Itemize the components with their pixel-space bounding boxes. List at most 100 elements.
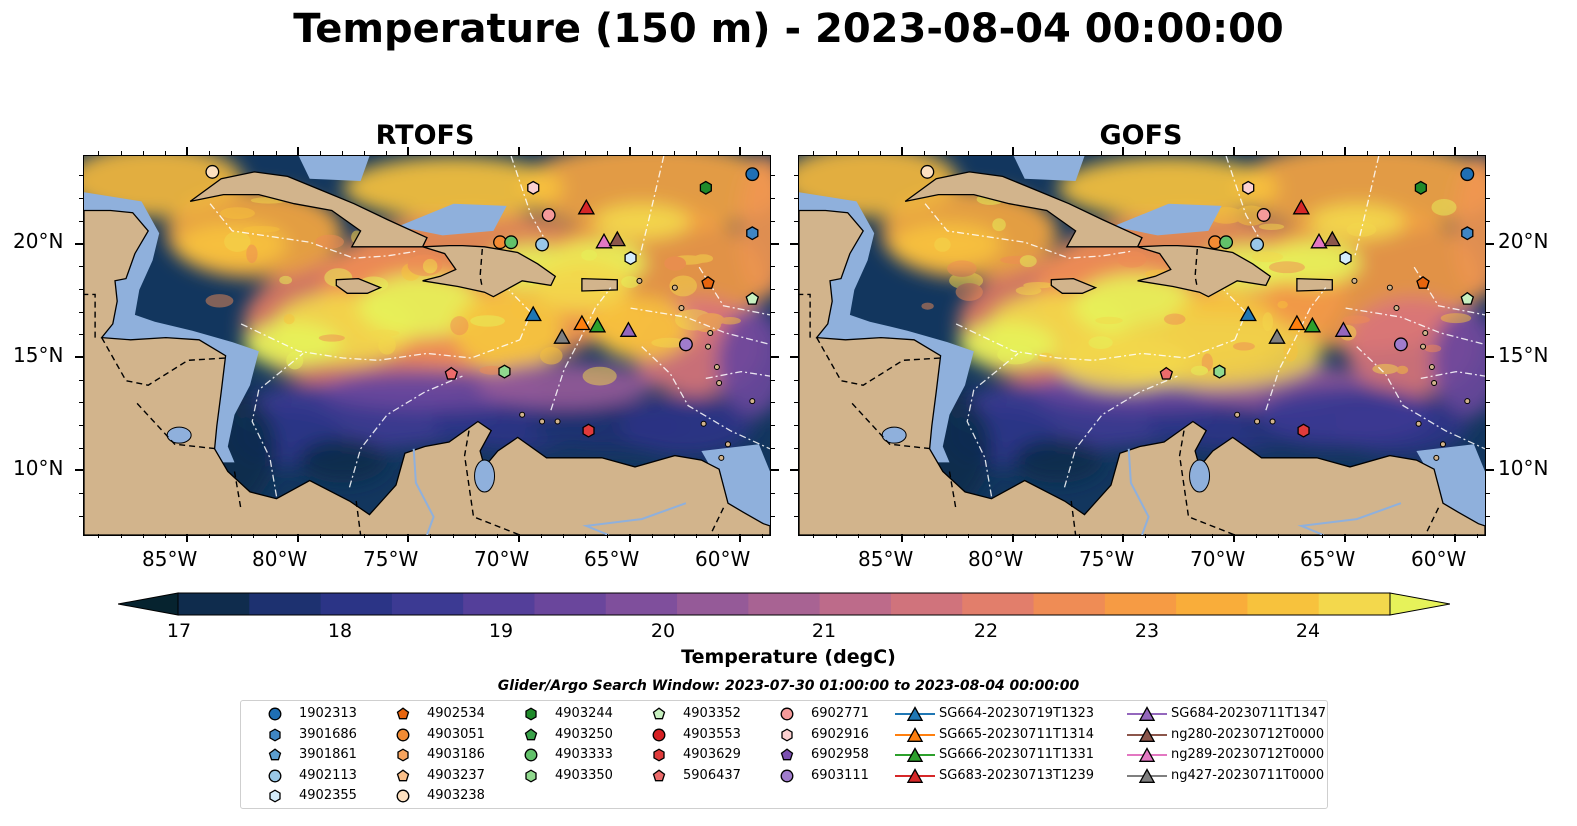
x-minor-tick bbox=[164, 534, 166, 538]
marker-4902355[interactable] bbox=[624, 251, 637, 266]
marker-3901686[interactable] bbox=[1461, 226, 1474, 241]
legend-marker-3901686[interactable] bbox=[269, 727, 281, 742]
marker-4903350[interactable] bbox=[498, 364, 511, 379]
marker-sg665-20230711t1314[interactable] bbox=[1288, 314, 1306, 331]
legend-marker-4902355[interactable] bbox=[269, 789, 281, 803]
legend-marker-4902534[interactable] bbox=[396, 707, 410, 720]
marker-sg664-20230719t1323[interactable] bbox=[524, 305, 542, 322]
x-minor-tick bbox=[673, 534, 675, 538]
marker-ng280-20230712t0000[interactable] bbox=[608, 230, 627, 247]
marker-4903238[interactable] bbox=[205, 164, 220, 179]
legend-marker-4903333[interactable] bbox=[524, 748, 538, 762]
legend-marker-4903352[interactable] bbox=[652, 707, 666, 720]
colorbar-swatch bbox=[249, 593, 322, 615]
x-minor-tick bbox=[474, 534, 476, 538]
marker-4903333[interactable] bbox=[1219, 235, 1234, 250]
marker-ng427-20230711t0000[interactable] bbox=[553, 328, 571, 344]
marker-ng427-20230711t0000[interactable] bbox=[1268, 328, 1286, 344]
legend-label: 4903237 bbox=[427, 767, 485, 783]
marker-4903333[interactable] bbox=[504, 235, 519, 250]
legend-marker-5906437[interactable] bbox=[652, 768, 666, 781]
marker-5906437[interactable] bbox=[444, 366, 459, 380]
marker-ng280-20230712t0000[interactable] bbox=[1323, 230, 1342, 247]
marker-sg683-20230713t1239[interactable] bbox=[577, 198, 596, 215]
legend-marker-4903629[interactable] bbox=[653, 748, 665, 762]
legend-marker-ng289-20230712t0000[interactable] bbox=[1138, 747, 1156, 762]
marker-sg665-20230711t1314[interactable] bbox=[573, 314, 591, 331]
legend-marker-4903238[interactable] bbox=[396, 789, 410, 803]
y-minor-tick bbox=[771, 447, 775, 449]
marker-sg666-20230711t1331[interactable] bbox=[1303, 316, 1322, 333]
marker-1902313[interactable] bbox=[1460, 167, 1475, 182]
marker-4903352[interactable] bbox=[1460, 291, 1475, 305]
legend-marker-ng427-20230711t0000[interactable] bbox=[1138, 767, 1156, 783]
marker-5906437[interactable] bbox=[1159, 366, 1174, 380]
rtofs-map[interactable] bbox=[83, 155, 771, 536]
marker-4902113[interactable] bbox=[535, 237, 550, 252]
legend-marker-sg664-20230719t1323[interactable] bbox=[906, 706, 924, 721]
marker-sg666-20230711t1331[interactable] bbox=[588, 316, 607, 333]
eez-boundary bbox=[508, 289, 532, 341]
ytick-label-15n-left: 15°N bbox=[13, 343, 64, 367]
marker-ng289-20230712t0000[interactable] bbox=[1310, 232, 1328, 249]
legend-marker-6902916[interactable] bbox=[781, 727, 793, 742]
legend-marker-sg666-20230711t1331[interactable] bbox=[906, 747, 924, 762]
marker-4902113[interactable] bbox=[1250, 237, 1265, 252]
marker-4902534[interactable] bbox=[1416, 276, 1430, 289]
legend-marker-6903111[interactable] bbox=[780, 769, 794, 782]
small-island bbox=[724, 441, 731, 448]
legend-marker-4903237[interactable] bbox=[396, 768, 410, 781]
marker-4903244[interactable] bbox=[1414, 180, 1427, 195]
marker-4903244[interactable] bbox=[699, 180, 712, 195]
legend-marker-sg684-20230711t1347[interactable] bbox=[1138, 706, 1156, 721]
x-minor-tick bbox=[835, 534, 837, 538]
legend-marker-6902958[interactable] bbox=[780, 748, 794, 761]
marker-4903238[interactable] bbox=[920, 164, 935, 179]
colorbar-tick-21: 21 bbox=[811, 620, 837, 642]
legend-marker-sg665-20230711t1314[interactable] bbox=[906, 726, 924, 742]
legend-marker-1902313[interactable] bbox=[268, 707, 282, 721]
y-minor-tick bbox=[794, 493, 798, 495]
legend-marker-4903244[interactable] bbox=[525, 707, 537, 721]
gofs-map[interactable] bbox=[798, 155, 1486, 536]
land-puerto-rico bbox=[581, 277, 618, 292]
marker-sg684-20230711t1347[interactable] bbox=[1334, 321, 1353, 337]
marker-6902916[interactable] bbox=[1242, 180, 1255, 195]
legend-marker-4903553[interactable] bbox=[652, 728, 666, 741]
marker-4903352[interactable] bbox=[745, 291, 760, 305]
marker-4903350[interactable] bbox=[1213, 364, 1226, 379]
marker-ng289-20230712t0000[interactable] bbox=[595, 232, 613, 249]
marker-sg683-20230713t1239[interactable] bbox=[1292, 198, 1311, 215]
legend-marker-4903186[interactable] bbox=[397, 748, 409, 762]
marker-4903629[interactable] bbox=[1297, 423, 1310, 438]
legend-marker-6902771[interactable] bbox=[780, 707, 794, 721]
legend-marker-sg683-20230713t1239[interactable] bbox=[906, 767, 924, 783]
x-minor-tick bbox=[718, 151, 720, 155]
bahamas-shelf bbox=[1113, 203, 1222, 236]
y-minor-tick bbox=[79, 334, 83, 336]
legend-marker-3901861[interactable] bbox=[268, 748, 282, 761]
marker-6903111[interactable] bbox=[678, 337, 693, 352]
marker-sg664-20230719t1323[interactable] bbox=[1239, 305, 1257, 322]
marker-6902916[interactable] bbox=[527, 180, 540, 195]
legend-marker-4902113[interactable] bbox=[268, 769, 282, 782]
marker-6903111[interactable] bbox=[1393, 337, 1408, 352]
x-minor-tick bbox=[1322, 534, 1324, 538]
marker-3901686[interactable] bbox=[746, 226, 759, 241]
country-border bbox=[709, 507, 725, 535]
marker-4902355[interactable] bbox=[1339, 251, 1352, 266]
marker-1902313[interactable] bbox=[745, 167, 760, 182]
legend-marker-ng280-20230712t0000[interactable] bbox=[1138, 726, 1156, 742]
marker-6902771[interactable] bbox=[541, 208, 556, 222]
marker-6902771[interactable] bbox=[1256, 208, 1271, 222]
eez-boundary bbox=[638, 156, 665, 259]
legend-marker-4903250[interactable] bbox=[524, 727, 538, 740]
marker-4903629[interactable] bbox=[582, 423, 595, 438]
marker-4902534[interactable] bbox=[701, 276, 715, 289]
legend-marker-4903350[interactable] bbox=[525, 768, 537, 783]
colorbar-extend-max bbox=[1389, 592, 1451, 616]
marker-sg684-20230711t1347[interactable] bbox=[619, 321, 638, 337]
x-minor-tick bbox=[607, 534, 609, 538]
eez-boundary bbox=[1353, 156, 1380, 259]
legend-marker-4903051[interactable] bbox=[396, 728, 410, 741]
